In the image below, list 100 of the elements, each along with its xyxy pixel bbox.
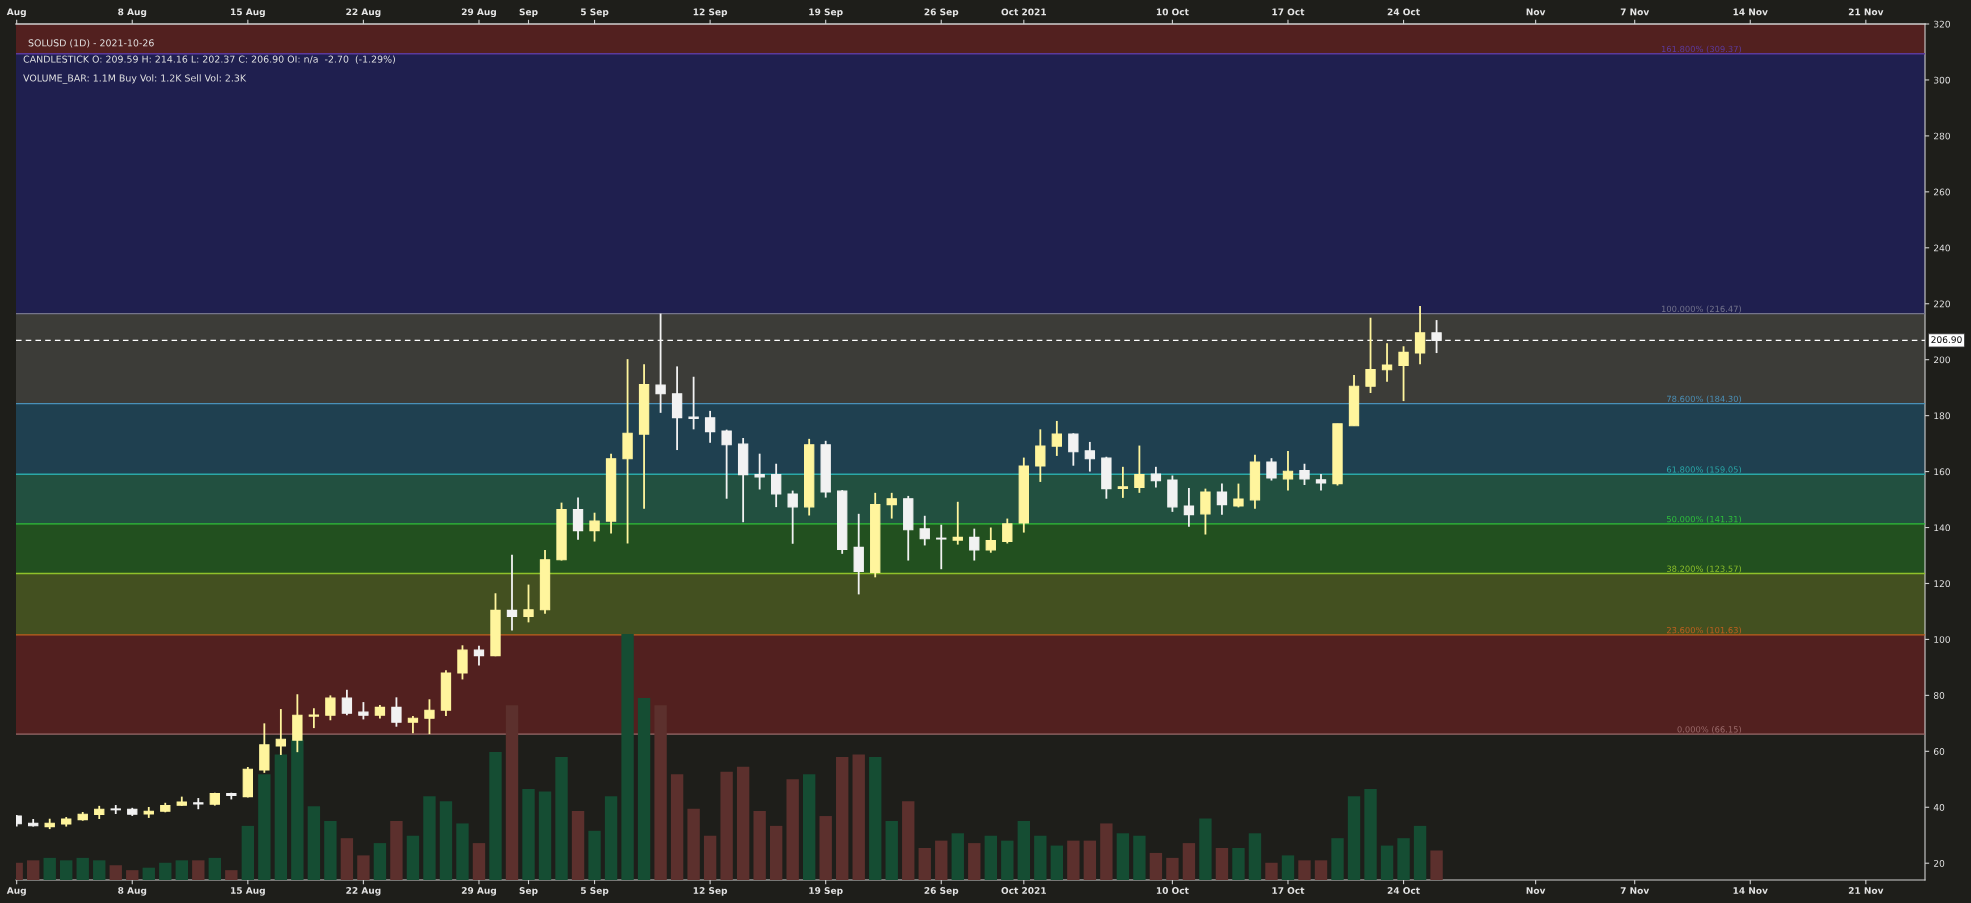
bar [571,811,585,880]
candlestick [308,707,320,730]
bar [1050,845,1064,880]
bar [1397,838,1410,880]
x2-tick-label: Oct 2021 [1001,887,1046,894]
x2-tick-label: Sep [519,887,538,896]
bar [406,835,420,880]
bar [1182,843,1196,880]
bar [1298,860,1311,880]
y-tick-label: 160 [1934,468,1950,476]
bar [340,838,354,880]
x-tick-label: 5 Sep [580,8,609,18]
candlestick [969,527,980,562]
x2-tick-label: 22 Aug [346,887,381,896]
candlestick [770,462,782,509]
bar [968,843,981,880]
x2-tick-label: 24 Oct [1387,887,1420,894]
candlestick [1051,420,1063,457]
x-tick-label: 10 Oct [1156,8,1189,16]
candlestick [1002,517,1013,545]
x-tick-label: 19 Sep [809,8,843,18]
x2-tick-label: 19 Sep [809,887,843,896]
bar [142,867,155,880]
x-tick-label: 12 Sep [693,8,728,18]
candlestick [391,696,402,728]
bar [1034,835,1047,880]
bar [1067,840,1080,880]
bar [670,774,684,880]
bar [1248,833,1262,880]
candlestick [1431,319,1442,354]
bar [241,825,255,880]
bar [1331,838,1344,880]
x-tick-label: 29 Aug [461,8,497,18]
candlestick [1200,487,1211,536]
ref-line-label: 23.600% (101.63) [1666,626,1742,635]
y-tick-label: 200 [1933,356,1950,364]
candlestick [424,698,435,736]
ref-line-label: 0.000% (66.15) [1677,726,1742,734]
bar [373,843,387,880]
bar [357,855,370,880]
bar [489,752,502,880]
text: SOLUSD (1D) - 2021-10-26 [28,39,154,48]
bar [225,870,238,880]
bar [274,754,288,880]
bar [1430,850,1443,880]
bar [60,860,73,880]
candlestick [721,428,732,500]
ref-line-label: 38.200% (123.57) [1666,565,1742,573]
bar [505,705,519,880]
x-tick-label: Oct 2021 [1001,8,1046,16]
bar [1100,823,1113,880]
y-tick-label: 100 [1934,636,1950,643]
bar [27,860,40,880]
bar [1116,833,1130,880]
bar [208,857,221,880]
x2-tick-label: Aug [6,887,26,896]
candlestick [1282,449,1294,492]
candlestick [1183,487,1195,528]
bar [1265,862,1278,880]
bar [126,870,139,880]
y-tick-label: 240 [1933,244,1950,252]
bar [423,796,436,880]
candlestick [936,523,947,571]
x-tick-label: 26 Sep [924,8,959,18]
y-tick-label: 220 [1933,300,1950,308]
bar [984,835,997,880]
x-tick-label: 24 Oct [1387,8,1420,16]
bar [654,705,667,880]
candlestick [787,489,798,545]
bar [935,840,948,880]
candlestick [1117,465,1129,499]
bar [786,779,799,880]
candlestick [919,514,930,547]
bar [902,801,915,880]
candlestick [754,452,765,491]
candlestick [1266,457,1277,482]
bar [1281,855,1295,880]
bar [439,801,453,880]
ref-line-label: 61.800% (159.05) [1666,466,1742,474]
bar [324,820,337,880]
bar [390,820,403,880]
candlestick [1299,462,1310,486]
ref-line-label: 100.000% (216.47) [1661,305,1742,313]
candlestick [886,491,897,520]
bar [109,865,122,880]
bar [258,774,271,880]
bar [472,843,486,880]
bar [951,833,964,880]
bar [703,835,717,880]
bar [1413,825,1427,880]
bar [1314,860,1328,880]
bar [637,697,651,880]
x2-tick-label: 17 Oct [1272,887,1305,894]
bar [918,848,931,880]
bar [621,634,634,880]
bar [538,791,552,880]
bar [588,830,601,880]
candlestick [952,500,963,546]
candlestick [506,553,518,632]
bar [802,774,816,880]
